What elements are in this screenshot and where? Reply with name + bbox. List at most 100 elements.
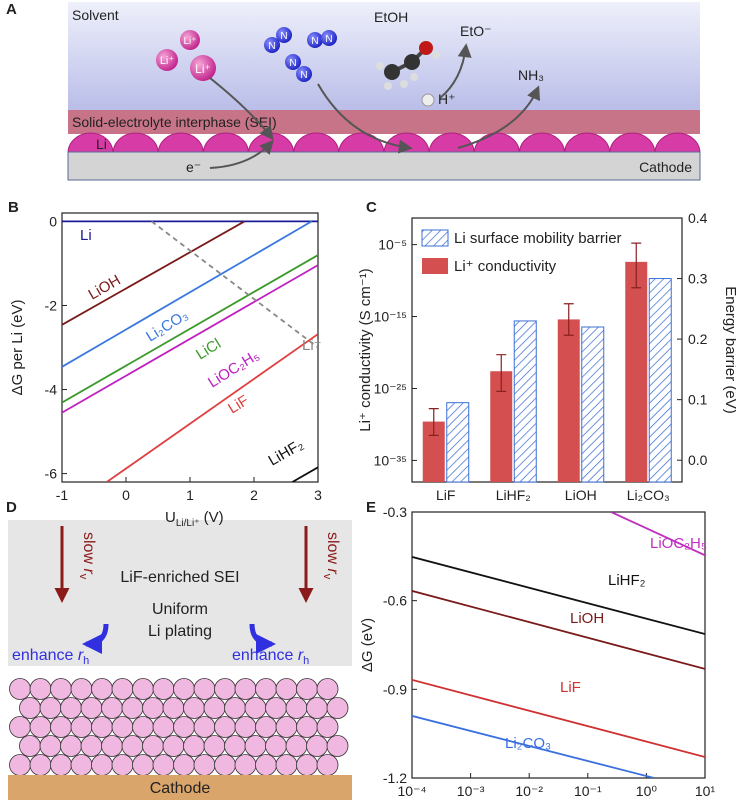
li-sphere (50, 678, 72, 700)
li-sphere (111, 678, 134, 700)
li-sphere (111, 754, 134, 776)
li-sphere (91, 754, 113, 776)
chart: E -1.2 -0.9 -0.6 -0.3 ΔG (eV) 10⁻⁴ 10⁻³ 10⁻² 10⁻¹… (359, 499, 715, 799)
li-dome (609, 132, 656, 154)
n-label: N (280, 31, 287, 42)
li-sphere (214, 754, 236, 776)
panel-a: A Solvent Solid-electrolyte interphase (… (6, 1, 701, 181)
series-line (62, 264, 318, 414)
bar (422, 421, 445, 482)
n-atom (285, 54, 301, 70)
li-sphere (60, 697, 82, 719)
sei-region (8, 520, 352, 666)
li-dome (518, 132, 566, 154)
y-tick-label: -0.9 (383, 681, 407, 697)
li-sphere (275, 678, 298, 700)
li-sphere (203, 697, 226, 719)
li-sphere (132, 678, 154, 700)
li-dome (157, 132, 204, 154)
li-sphere (193, 716, 216, 738)
y-axis-label: Li⁺ conductivity (S cm⁻¹) (357, 268, 374, 431)
li-sphere (316, 754, 339, 776)
x-tick-label: 10⁰ (636, 783, 658, 799)
chart: C 10⁻³⁵ 10⁻²⁵ 10⁻¹⁵ 10⁻⁵Li⁺ conductivity (S … (357, 199, 736, 503)
cathode-label: Cathode (150, 780, 211, 797)
y-tick-label: -6 (45, 466, 58, 482)
li-sphere (234, 716, 257, 738)
li-sphere (244, 735, 267, 757)
li-dome (202, 132, 249, 154)
li-dome (293, 132, 340, 154)
li-ion (180, 30, 200, 50)
li-dome (67, 132, 114, 154)
li-sphere (70, 716, 93, 738)
x-tick-label: 10⁻⁴ (398, 783, 427, 799)
panel-label: C (366, 199, 377, 216)
series-label: Li₂CO₃ (143, 307, 191, 346)
uniform-label: Uniform (152, 601, 208, 618)
li-ion-label: Li⁺ (160, 55, 175, 67)
li-dome (338, 132, 385, 154)
panel-label: D (6, 499, 17, 516)
plot-frame (411, 217, 683, 483)
li-sphere (101, 735, 123, 757)
li-dome (473, 132, 520, 154)
arrow (82, 623, 109, 654)
li-sphere (9, 754, 31, 776)
li-sphere (70, 678, 93, 700)
li-sphere (275, 754, 298, 776)
y-tick-label: -0.3 (383, 504, 407, 520)
li-sphere (9, 678, 31, 700)
panel-label: E (366, 499, 376, 516)
li-sphere (214, 678, 236, 700)
li-sphere (29, 754, 52, 776)
arrows (209, 43, 541, 169)
li-sphere (19, 697, 41, 719)
error-bar (631, 242, 642, 289)
li-sphere (29, 716, 52, 738)
text: r (298, 647, 304, 664)
y2-tick-label: 0.4 (688, 210, 708, 226)
series-label: LiOC₂H₅ (650, 535, 707, 552)
li-sphere (39, 735, 62, 757)
legend-swatch (421, 229, 449, 247)
li-sphere (244, 697, 267, 719)
li-sphere (265, 735, 287, 757)
y-tick-label: 10⁻⁵ (378, 237, 407, 253)
proton-label: H⁺ (438, 91, 456, 107)
n-atom (276, 27, 292, 43)
panel-label: B (8, 199, 19, 216)
text: slow (324, 532, 341, 568)
legend-label: Li surface mobility barrier (454, 230, 622, 247)
y-axis-label: ΔG (eV) (359, 618, 376, 672)
li-sphere (142, 735, 164, 757)
li-ion-label: Li⁺ (183, 36, 196, 47)
series-label: LiF (560, 679, 581, 696)
text: r (78, 647, 84, 664)
li-sphere (183, 735, 205, 757)
li-sphere (203, 735, 226, 757)
y2-tick-label: 0.2 (688, 331, 708, 347)
series-line (412, 715, 655, 778)
text: slow (80, 532, 97, 568)
n-label: N (289, 58, 296, 69)
error-bar (496, 354, 507, 392)
y2-tick-label: 0.1 (688, 392, 708, 408)
y-tick-label: -1.2 (383, 770, 407, 786)
n2-molecules: N N N N N N (264, 27, 337, 82)
legend-label: Li⁺ conductivity (454, 258, 557, 275)
n-label: N (268, 41, 275, 52)
li-sphere (255, 716, 277, 738)
li-sphere (285, 697, 308, 719)
li-sphere (224, 735, 246, 757)
li-sphere (255, 754, 277, 776)
li-sphere (80, 735, 103, 757)
y-tick-label: 0 (49, 213, 57, 229)
series-label: LiCl (193, 335, 224, 363)
y-tick-label: -0.6 (383, 593, 407, 609)
text: U (165, 509, 176, 526)
text: h (83, 655, 89, 667)
plot-frame (411, 511, 706, 779)
